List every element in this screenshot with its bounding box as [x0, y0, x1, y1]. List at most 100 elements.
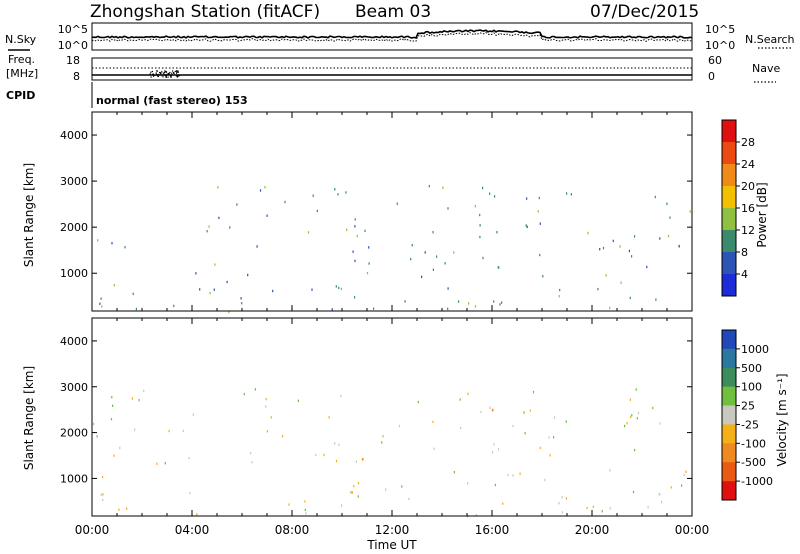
range-gate-cell: [592, 505, 594, 508]
y-tick-label: 3000: [60, 381, 88, 394]
range-gate-cell: [331, 308, 333, 311]
nave-point: [162, 72, 164, 74]
range-gate-cell: [432, 420, 434, 424]
range-gate-cell: [102, 493, 104, 496]
range-gate-cell: [135, 307, 137, 311]
range-gate-cell: [566, 192, 568, 195]
range-gate-cell: [529, 409, 531, 412]
y-tick-label: 1000: [60, 267, 88, 280]
nave-point: [176, 71, 178, 73]
colorbar-tick-label: 100: [741, 381, 762, 394]
range-gate-cell: [229, 226, 231, 229]
range-gate-cell: [539, 222, 541, 225]
range-gate-cell: [565, 420, 567, 423]
time-tick-label: 12:00: [375, 523, 410, 537]
range-gate-cell: [236, 203, 238, 206]
range-gate-cell: [354, 218, 356, 221]
range-gate-cell: [501, 301, 503, 304]
range-gate-cell: [265, 397, 267, 401]
range-gate-cell: [561, 496, 563, 499]
colorbar-tick-label: 500: [741, 362, 762, 375]
noise-panel: N.Sky 10^5 10^0 10^5 10^0 N.Search: [5, 22, 795, 52]
power-ylabel: Slant Range [km]: [22, 163, 36, 267]
range-gate-cell: [539, 446, 541, 450]
freq-label-bottom: [MHz]: [6, 67, 38, 80]
colorbar-segment: [722, 330, 736, 350]
colorbar-segment: [722, 230, 736, 253]
nave-point: [174, 70, 176, 72]
nave-point: [177, 71, 179, 73]
power-colorbar: 28 24 20 16 12 8 4: [721, 119, 755, 297]
nave-point: [164, 70, 166, 72]
colorbar-segment: [722, 424, 736, 444]
range-gate-cell: [553, 436, 555, 439]
noise-left-label: N.Sky: [5, 33, 37, 46]
nave-point: [155, 72, 157, 74]
range-gate-cell: [492, 451, 494, 454]
range-gate-cell: [213, 288, 215, 291]
colorbar-tick-label: 16: [741, 202, 755, 215]
range-gate-cell: [346, 228, 348, 231]
range-gate-cell: [654, 195, 656, 199]
nave-point: [162, 76, 164, 78]
colorbar-tick-label: 8: [741, 246, 748, 259]
range-gate-cell: [335, 285, 337, 288]
nave-point: [177, 75, 179, 77]
range-gate-cell: [315, 453, 317, 457]
nave-point: [172, 70, 174, 72]
nave-point: [152, 73, 154, 75]
colorbar-tick-label: 20: [741, 180, 755, 193]
range-gate-cell: [173, 304, 175, 308]
range-gate-cell: [526, 197, 528, 200]
velocity-colorbar-label: Velocity [m s⁻¹]: [775, 373, 789, 466]
nave-point: [171, 72, 173, 74]
nave-point: [165, 74, 167, 76]
nave-point: [161, 71, 163, 73]
nave-point: [173, 72, 175, 75]
noise-sky-line: [91, 29, 693, 39]
range-gate-cell: [597, 287, 599, 291]
power-xticks: [91, 112, 693, 311]
range-gate-cell: [525, 224, 527, 227]
range-gate-cell: [599, 248, 601, 251]
nave-point: [176, 72, 178, 74]
date-label: 07/Dec/2015: [590, 2, 699, 22]
range-gate-cell: [493, 300, 495, 303]
range-gate-cell: [93, 422, 95, 426]
range-gate-cell: [544, 478, 546, 482]
range-gate-cell: [112, 404, 114, 407]
colorbar-segment: [722, 252, 736, 275]
nave-point: [161, 75, 163, 77]
range-gate-cell: [631, 414, 633, 417]
freq-tick-top: 18: [66, 54, 80, 67]
velocity-ylabel: Slant Range [km]: [22, 366, 36, 470]
range-gate-cell: [404, 300, 406, 303]
time-axis-label: Time UT: [366, 538, 417, 552]
nave-point: [167, 73, 169, 75]
range-gate-cell: [678, 244, 680, 248]
range-gate-cell: [156, 462, 158, 465]
range-gate-cell: [635, 388, 637, 391]
range-gate-cell: [494, 483, 496, 487]
range-gate-cell: [523, 411, 525, 414]
range-gate-cell: [628, 249, 630, 253]
colorbar-tick-label: -500: [741, 456, 766, 469]
range-gate-cell: [632, 490, 635, 494]
range-gate-cell: [482, 186, 484, 190]
nave-point: [170, 75, 172, 77]
nave-point: [152, 75, 155, 77]
range-gate-cell: [652, 406, 654, 410]
nave-point: [170, 76, 172, 78]
range-gate-cell: [605, 274, 607, 277]
noise-right-label: N.Search: [745, 33, 795, 46]
beam-label: Beam 03: [355, 2, 431, 22]
range-gate-cell: [482, 256, 484, 260]
range-gate-cell: [182, 429, 184, 433]
noise-left-tick-top: 10^5: [58, 23, 88, 36]
range-gate-cell: [118, 508, 120, 511]
y-tick-label: 3000: [60, 175, 88, 188]
range-gate-cell: [281, 435, 284, 438]
range-gate-cell: [480, 410, 482, 414]
range-gate-cell: [459, 398, 461, 401]
range-gate-cell: [512, 424, 514, 428]
